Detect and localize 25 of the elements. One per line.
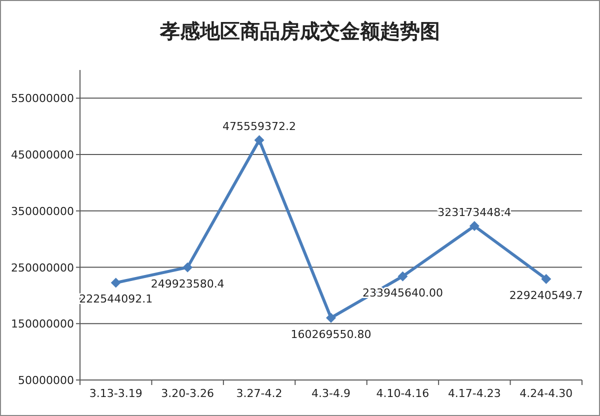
data-label: 160269550.80	[290, 328, 372, 341]
x-tick-label: 4.17-4.23	[448, 387, 501, 400]
point	[469, 221, 480, 232]
x-tick-label: 4.24-4.30	[520, 387, 573, 400]
y-tick-label: 550000000	[11, 92, 74, 106]
y-tick-label: 250000000	[11, 261, 74, 274]
point	[398, 271, 408, 282]
y-tick-label: 350000000	[11, 204, 74, 218]
x-tick-label: 4.3-4.9	[312, 387, 350, 400]
data-label: 229240549.7	[509, 288, 583, 302]
point	[110, 278, 121, 288]
x-tick-label: 4.10-4.16	[376, 387, 430, 400]
point	[182, 262, 193, 272]
point	[254, 135, 264, 146]
point	[541, 274, 552, 284]
x-tick-label: 3.20-3.26	[161, 387, 214, 400]
y-tick-label: 450000000	[11, 148, 74, 162]
data-label: 475559372.2	[222, 120, 296, 134]
chart-title: 孝感地区商品房成交金额趋势图	[159, 19, 440, 43]
x-tick-label: 3.13-3.19	[89, 387, 142, 400]
y-tick-label: 150000000	[11, 318, 74, 331]
y-tick-label: 50000000	[18, 374, 74, 387]
data-label: 249923580.4	[150, 277, 224, 290]
point	[326, 312, 336, 323]
x-tick-label: 3.27-4.2	[236, 387, 282, 400]
